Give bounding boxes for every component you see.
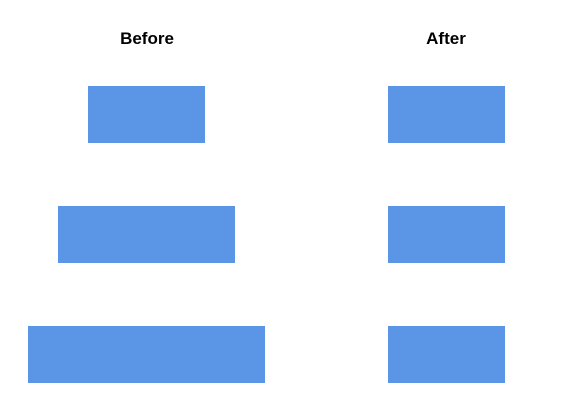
after-box-1 — [388, 86, 505, 143]
before-box-2 — [58, 206, 235, 263]
after-box-3 — [388, 326, 505, 383]
before-box-1 — [88, 86, 205, 143]
before-box-3 — [28, 326, 265, 383]
after-box-2 — [388, 206, 505, 263]
after-column-title: After — [426, 29, 466, 48]
before-column-title: Before — [120, 29, 174, 48]
